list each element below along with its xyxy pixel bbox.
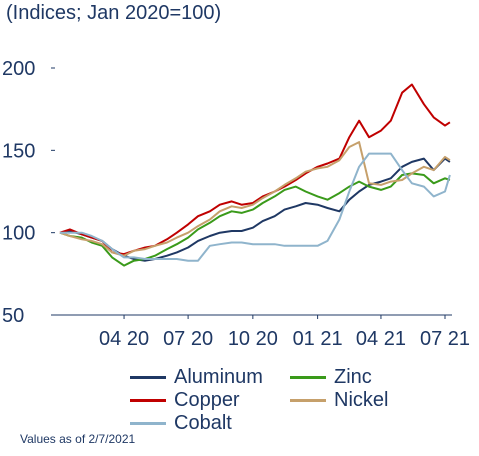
legend-label: Zinc (334, 366, 372, 388)
legend-swatch (290, 399, 326, 402)
series-line-zinc (59, 172, 451, 267)
legend-item-zinc: Zinc (290, 366, 372, 389)
x-tick-label: 07 20 (163, 328, 213, 350)
x-tick-label: 04 20 (99, 328, 149, 350)
x-tick-label: 10 20 (228, 328, 278, 350)
legend-swatch (130, 422, 166, 425)
x-tick-label: 01 21 (293, 328, 343, 350)
line-chart: 50 100 150 200 04 20 07 20 10 20 01 21 04 21 07 2… (2, 58, 470, 350)
y-tick-label: 200 (2, 58, 35, 80)
y-tick-label: 150 (2, 140, 35, 162)
legend-label: Nickel (334, 389, 389, 411)
legend-label: Cobalt (174, 412, 232, 434)
series-line-copper (59, 83, 451, 256)
y-tick-label: 50 (2, 305, 24, 327)
footnote: Values as of 2/7/2021 (20, 432, 136, 446)
legend-swatch (130, 399, 166, 402)
legend-item-cobalt: Cobalt (130, 412, 232, 435)
legend-item-nickel: Nickel (290, 389, 388, 412)
chart-subtitle: (Indices; Jan 2020=100) (6, 2, 222, 24)
series-line-cobalt (60, 152, 451, 262)
x-tick-label: 07 21 (420, 328, 470, 350)
y-tick-label: 100 (2, 223, 35, 245)
legend-item-copper: Copper (130, 389, 240, 412)
series-line-aluminum (59, 157, 451, 262)
legend-swatch (290, 376, 326, 379)
x-tick-label: 04 21 (356, 328, 406, 350)
series-line-nickel (59, 141, 451, 257)
legend-label: Copper (174, 389, 240, 411)
legend-swatch (130, 376, 166, 379)
legend-label: Aluminum (174, 366, 263, 388)
legend-item-aluminum: Aluminum (130, 366, 263, 389)
